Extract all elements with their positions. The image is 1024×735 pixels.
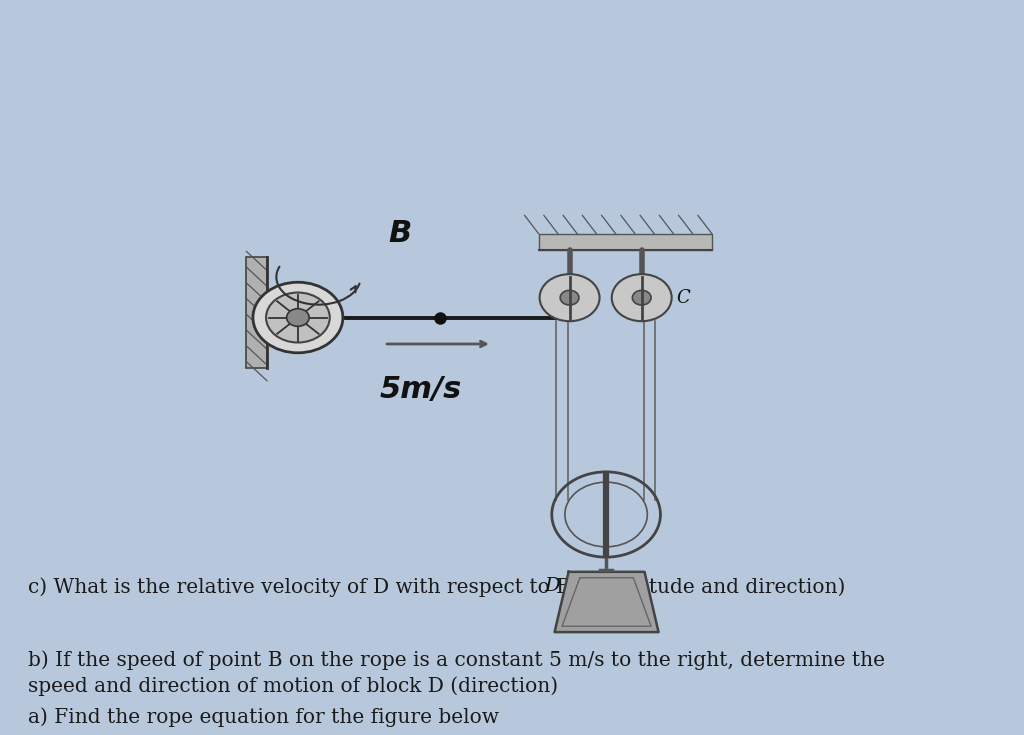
Text: D: D [545, 577, 560, 595]
Bar [247, 257, 267, 368]
Circle shape [266, 293, 330, 343]
Polygon shape [555, 572, 658, 632]
Text: C: C [677, 289, 690, 306]
Circle shape [560, 290, 579, 305]
Circle shape [611, 274, 672, 321]
Circle shape [287, 309, 309, 326]
Text: c) What is the relative velocity of D with respect to B (magnitude and direction: c) What is the relative velocity of D wi… [28, 577, 846, 597]
Circle shape [540, 274, 599, 321]
Text: b) If the speed of point B on the rope is a constant 5 m/s to the right, determi: b) If the speed of point B on the rope i… [28, 650, 885, 696]
Text: 5m/s: 5m/s [380, 375, 462, 404]
Circle shape [633, 290, 651, 305]
Bar [539, 234, 712, 250]
Text: B: B [389, 220, 412, 248]
Circle shape [253, 282, 343, 353]
Text: a) Find the rope equation for the figure below: a) Find the rope equation for the figure… [28, 707, 499, 727]
